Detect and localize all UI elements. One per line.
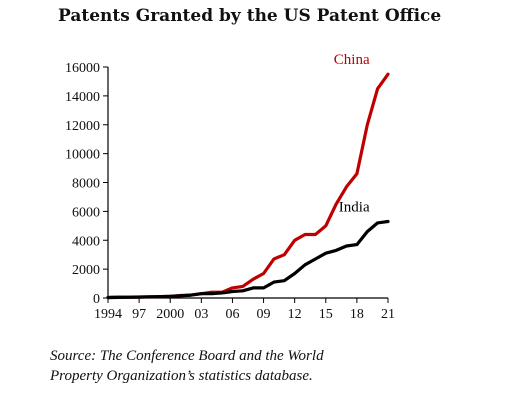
y-tick-label: 6000 bbox=[72, 205, 100, 220]
line-chart: 0 2000 4000 6000 8000 10000 12000 14000 16000 19… bbox=[65, 52, 395, 322]
source-note: Source: The Conference Board and the Wor… bbox=[50, 346, 470, 386]
x-tick-label: 18 bbox=[350, 307, 364, 322]
india-series-label: India bbox=[339, 199, 370, 215]
y-tick-label: 4000 bbox=[72, 234, 100, 249]
y-axis: 0 2000 4000 6000 8000 10000 12000 14000 16000 bbox=[65, 61, 109, 307]
x-tick-label: 97 bbox=[132, 307, 146, 322]
x-tick-label: 1994 bbox=[94, 307, 122, 322]
x-tick-label: 2000 bbox=[156, 307, 184, 322]
china-series-line bbox=[106, 72, 390, 299]
x-tick-label: 12 bbox=[288, 307, 302, 322]
y-tick-label: 2000 bbox=[72, 263, 100, 278]
source-line-1: Source: The Conference Board and the Wor… bbox=[50, 348, 324, 364]
x-axis: 1994 97 2000 03 06 09 12 15 18 21 bbox=[94, 297, 395, 322]
chart-title: Patents Granted by the US Patent Office bbox=[58, 6, 442, 26]
india-series-line bbox=[106, 219, 390, 300]
y-tick-label: 10000 bbox=[65, 148, 100, 163]
y-tick-label: 14000 bbox=[65, 90, 100, 105]
x-tick-label: 03 bbox=[194, 307, 208, 322]
series-lines bbox=[106, 72, 390, 300]
y-tick-label: 8000 bbox=[72, 177, 100, 192]
x-tick-label: 06 bbox=[225, 307, 239, 322]
x-tick-label: 09 bbox=[257, 307, 271, 322]
china-series-label: China bbox=[334, 52, 370, 68]
y-tick-label: 16000 bbox=[65, 61, 100, 76]
series-labels: China India bbox=[334, 52, 370, 215]
y-tick-label: 12000 bbox=[65, 119, 100, 134]
x-tick-label: 21 bbox=[381, 307, 395, 322]
y-tick-label: 0 bbox=[93, 292, 100, 307]
source-line-2: Property Organization’s statistics datab… bbox=[50, 368, 313, 384]
x-tick-label: 15 bbox=[319, 307, 333, 322]
